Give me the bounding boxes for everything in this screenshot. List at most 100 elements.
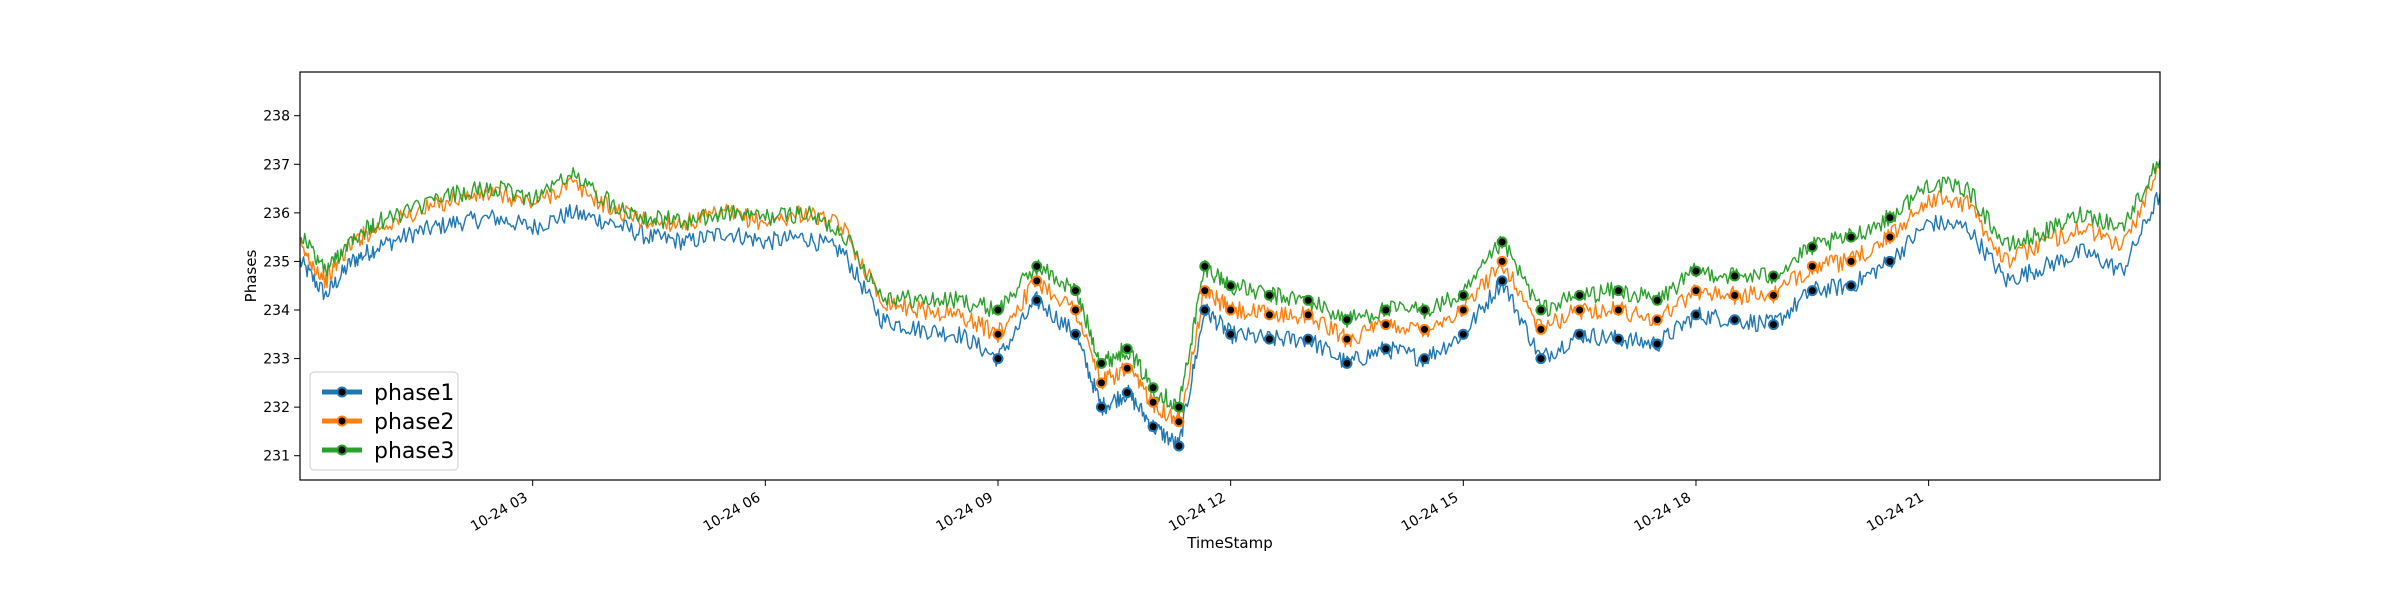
data-point-phase3 — [1031, 260, 1043, 272]
data-point-phase1 — [1173, 440, 1185, 452]
data-point-phase2 — [1031, 275, 1043, 287]
data-point-phase3 — [1806, 241, 1818, 253]
data-point-phase3 — [1729, 270, 1741, 282]
y-axis-label: Phases — [242, 250, 260, 303]
data-point-phase1 — [1302, 333, 1314, 345]
data-point-phase2 — [1341, 333, 1353, 345]
data-point-phase1 — [1199, 304, 1211, 316]
data-point-phase1 — [1225, 328, 1237, 340]
data-point-phase2 — [1806, 260, 1818, 272]
y-tick-label: 237 — [263, 157, 290, 173]
data-point-phase1 — [1095, 401, 1107, 413]
legend-label-phase1: phase1 — [374, 381, 454, 406]
data-point-phase1 — [1768, 319, 1779, 331]
y-axis-ticks: 231 232 233 234 235 236 237 238 — [263, 109, 300, 465]
y-tick-label: 232 — [263, 400, 290, 416]
data-point-phase1 — [1031, 294, 1043, 306]
data-point-phase2 — [992, 328, 1004, 340]
data-point-phase2 — [1070, 304, 1081, 316]
x-axis-label: TimeStamp — [1186, 534, 1272, 552]
data-point-phase3 — [1612, 285, 1624, 297]
data-point-phase2 — [1729, 289, 1741, 301]
data-point-phase3 — [1341, 314, 1353, 326]
data-point-phase1 — [1535, 353, 1547, 365]
data-point-phase3 — [992, 304, 1004, 316]
data-point-phase1 — [1457, 328, 1469, 340]
data-point-phase3 — [1263, 289, 1275, 301]
data-point-phase3 — [1419, 304, 1430, 316]
data-point-phase2 — [1884, 231, 1896, 243]
legend-marker-phase1 — [336, 386, 348, 398]
y-tick-label: 235 — [263, 254, 290, 270]
y-tick-label: 234 — [263, 303, 290, 319]
data-point-phase1 — [1341, 357, 1353, 369]
y-tick-label: 233 — [263, 352, 290, 368]
y-tick-label: 236 — [263, 206, 290, 222]
data-point-phase2 — [1845, 255, 1857, 267]
legend-box — [309, 371, 459, 471]
x-tick-label: 10-24 15 — [1399, 490, 1462, 535]
series-line-phase1 — [299, 191, 2161, 449]
data-point-phase2 — [1496, 255, 1508, 267]
data-point-phase1 — [1612, 333, 1624, 345]
legend-marker-phase2 — [336, 415, 348, 427]
plot-frame — [299, 71, 2161, 481]
data-point-phase3 — [1147, 382, 1159, 394]
data-point-phase2 — [1121, 362, 1133, 374]
data-point-phase1 — [1070, 328, 1081, 340]
data-point-phase3 — [1457, 289, 1469, 301]
data-point-phase3 — [1574, 289, 1586, 301]
data-point-phase3 — [1884, 212, 1896, 224]
x-tick-label: 10-24 12 — [1166, 490, 1229, 535]
legend-label-phase2: phase2 — [374, 410, 454, 435]
data-point-phase1 — [1496, 275, 1508, 287]
data-point-phase3 — [1768, 270, 1779, 282]
data-point-phase1 — [1651, 338, 1663, 350]
data-point-phase1 — [1121, 387, 1133, 399]
data-point-phase2 — [1457, 304, 1469, 316]
x-tick-label: 10-24 06 — [701, 490, 764, 535]
data-point-phase1 — [992, 353, 1004, 365]
x-tick-label: 10-24 09 — [933, 490, 996, 535]
data-point-phase3 — [1095, 357, 1107, 369]
data-point-phase3 — [1380, 304, 1392, 316]
data-point-phase3 — [1121, 343, 1133, 355]
legend-marker-phase3 — [336, 444, 348, 456]
data-point-phase2 — [1302, 309, 1314, 321]
y-tick-label: 231 — [263, 449, 290, 465]
y-tick-label: 238 — [263, 109, 290, 125]
data-point-phase2 — [1768, 289, 1779, 301]
legend-label-phase3: phase3 — [374, 439, 454, 464]
data-point-phase1 — [1806, 285, 1818, 297]
markers-phase2 — [992, 231, 1896, 428]
data-point-phase2 — [1574, 304, 1586, 316]
data-point-phase3 — [1302, 294, 1314, 306]
data-point-phase2 — [1225, 304, 1237, 316]
series-layer — [299, 159, 2161, 452]
data-point-phase1 — [1690, 309, 1702, 321]
data-point-phase2 — [1535, 323, 1547, 335]
data-point-phase2 — [1263, 309, 1275, 321]
series-line-phase3 — [300, 159, 2161, 413]
data-point-phase3 — [1845, 231, 1857, 243]
data-point-phase2 — [1173, 416, 1185, 428]
data-point-phase3 — [1690, 265, 1702, 277]
data-point-phase2 — [1380, 319, 1392, 331]
series-line-phase2 — [299, 165, 2161, 426]
data-point-phase3 — [1225, 280, 1237, 292]
data-point-phase2 — [1651, 314, 1663, 326]
data-point-phase1 — [1884, 255, 1896, 267]
data-point-phase2 — [1147, 396, 1159, 408]
data-point-phase1 — [1574, 328, 1586, 340]
data-point-phase3 — [1651, 294, 1663, 306]
x-tick-label: 10-24 18 — [1631, 490, 1694, 535]
data-point-phase3 — [1199, 260, 1211, 272]
legend: phase1 phase2 phase3 — [309, 371, 459, 471]
markers-phase1 — [992, 255, 1896, 452]
data-point-phase2 — [1095, 377, 1107, 389]
data-point-phase3 — [1173, 401, 1185, 413]
data-point-phase1 — [1419, 353, 1430, 365]
x-axis-ticks: 10-24 03 10-24 06 10-24 09 10-24 12 10-24 15… — [468, 480, 1930, 535]
